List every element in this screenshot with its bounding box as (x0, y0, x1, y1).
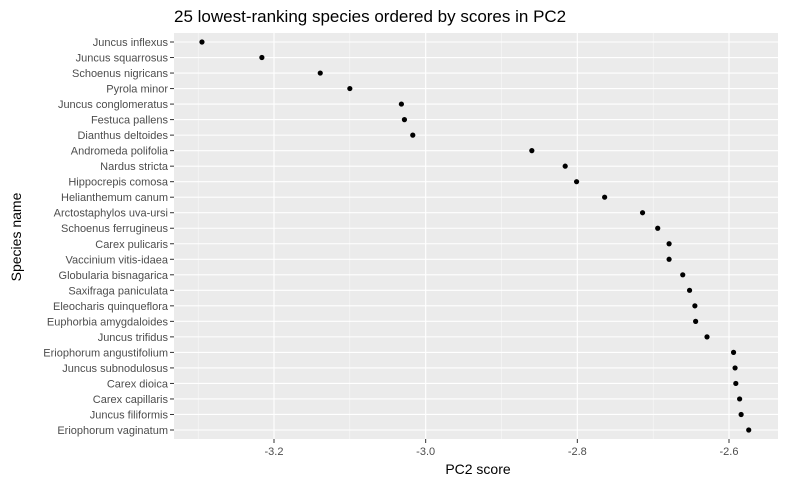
data-point (573, 179, 580, 185)
y-tick-label: Juncus squarrosus (76, 53, 169, 65)
plot-panel (174, 33, 778, 439)
data-point (666, 241, 672, 247)
y-tick-label: Juncus subnodulosus (62, 363, 168, 375)
y-tick-label: Dianthus deltoides (77, 130, 168, 142)
data-point (738, 411, 744, 418)
chart-title: 25 lowest-ranking species ordered by sco… (174, 7, 566, 26)
data-point (704, 334, 710, 340)
y-tick-label: Carex capillaris (93, 394, 169, 406)
y-tick-label: Juncus inflexus (93, 37, 169, 49)
y-tick-label: Euphorbia amygdaloides (47, 316, 169, 328)
data-point (410, 132, 416, 138)
data-point (732, 365, 738, 371)
y-tick-label: Andromeda polifolia (71, 146, 169, 158)
data-point (666, 256, 672, 262)
x-tick-label: -2.6 (720, 446, 739, 458)
y-tick-label: Hippocrepis comosa (68, 177, 169, 189)
x-tick-label: -3.2 (265, 446, 284, 458)
data-point (317, 70, 323, 76)
y-tick-label: Carex pulicaris (95, 239, 168, 251)
data-point (398, 101, 404, 107)
y-tick-label: Schoenus ferrugineus (61, 223, 169, 235)
data-point (401, 117, 408, 123)
y-tick-label: Carex dioica (107, 378, 169, 390)
y-tick-label: Arctostaphylos uva-ursi (54, 208, 168, 220)
y-tick-label: Pyrola minor (106, 84, 168, 96)
y-tick-label: Schoenus nigricans (72, 68, 169, 80)
x-tick-label: -3.0 (416, 446, 435, 458)
data-point (680, 272, 686, 278)
y-tick-label: Nardus stricta (100, 161, 169, 173)
y-tick-label: Globularia bisnagarica (59, 270, 169, 282)
data-point (529, 148, 535, 154)
data-point (730, 349, 737, 355)
data-point (655, 225, 661, 231)
y-tick-label: Eleocharis quinqueflora (53, 301, 169, 313)
data-point (733, 380, 739, 387)
y-tick-label: Helianthemum canum (61, 192, 168, 204)
data-point (746, 427, 752, 433)
data-point (562, 163, 568, 169)
y-axis-title: Species name (8, 192, 24, 281)
y-tick-label: Juncus filiformis (90, 409, 169, 421)
data-point (686, 287, 693, 293)
y-tick-label: Eriophorum angustifolium (43, 347, 168, 359)
x-tick-label: -2.8 (568, 446, 587, 458)
data-point (693, 318, 699, 324)
x-axis-title: PC2 score (445, 461, 511, 477)
y-tick-label: Vaccinium vitis-idaea (65, 254, 168, 266)
data-point (639, 210, 646, 216)
y-tick-label: Saxifraga paniculata (68, 285, 169, 297)
data-point (602, 194, 608, 200)
data-point (259, 54, 265, 61)
y-tick-label: Eriophorum vaginatum (57, 425, 168, 437)
data-point (199, 39, 205, 45)
data-point (737, 396, 743, 402)
y-tick-label: Festuca pallens (91, 115, 169, 127)
data-point (347, 85, 353, 92)
data-point (692, 303, 698, 309)
y-tick-label: Juncus trifidus (98, 332, 169, 344)
y-tick-label: Juncus conglomeratus (58, 99, 169, 111)
